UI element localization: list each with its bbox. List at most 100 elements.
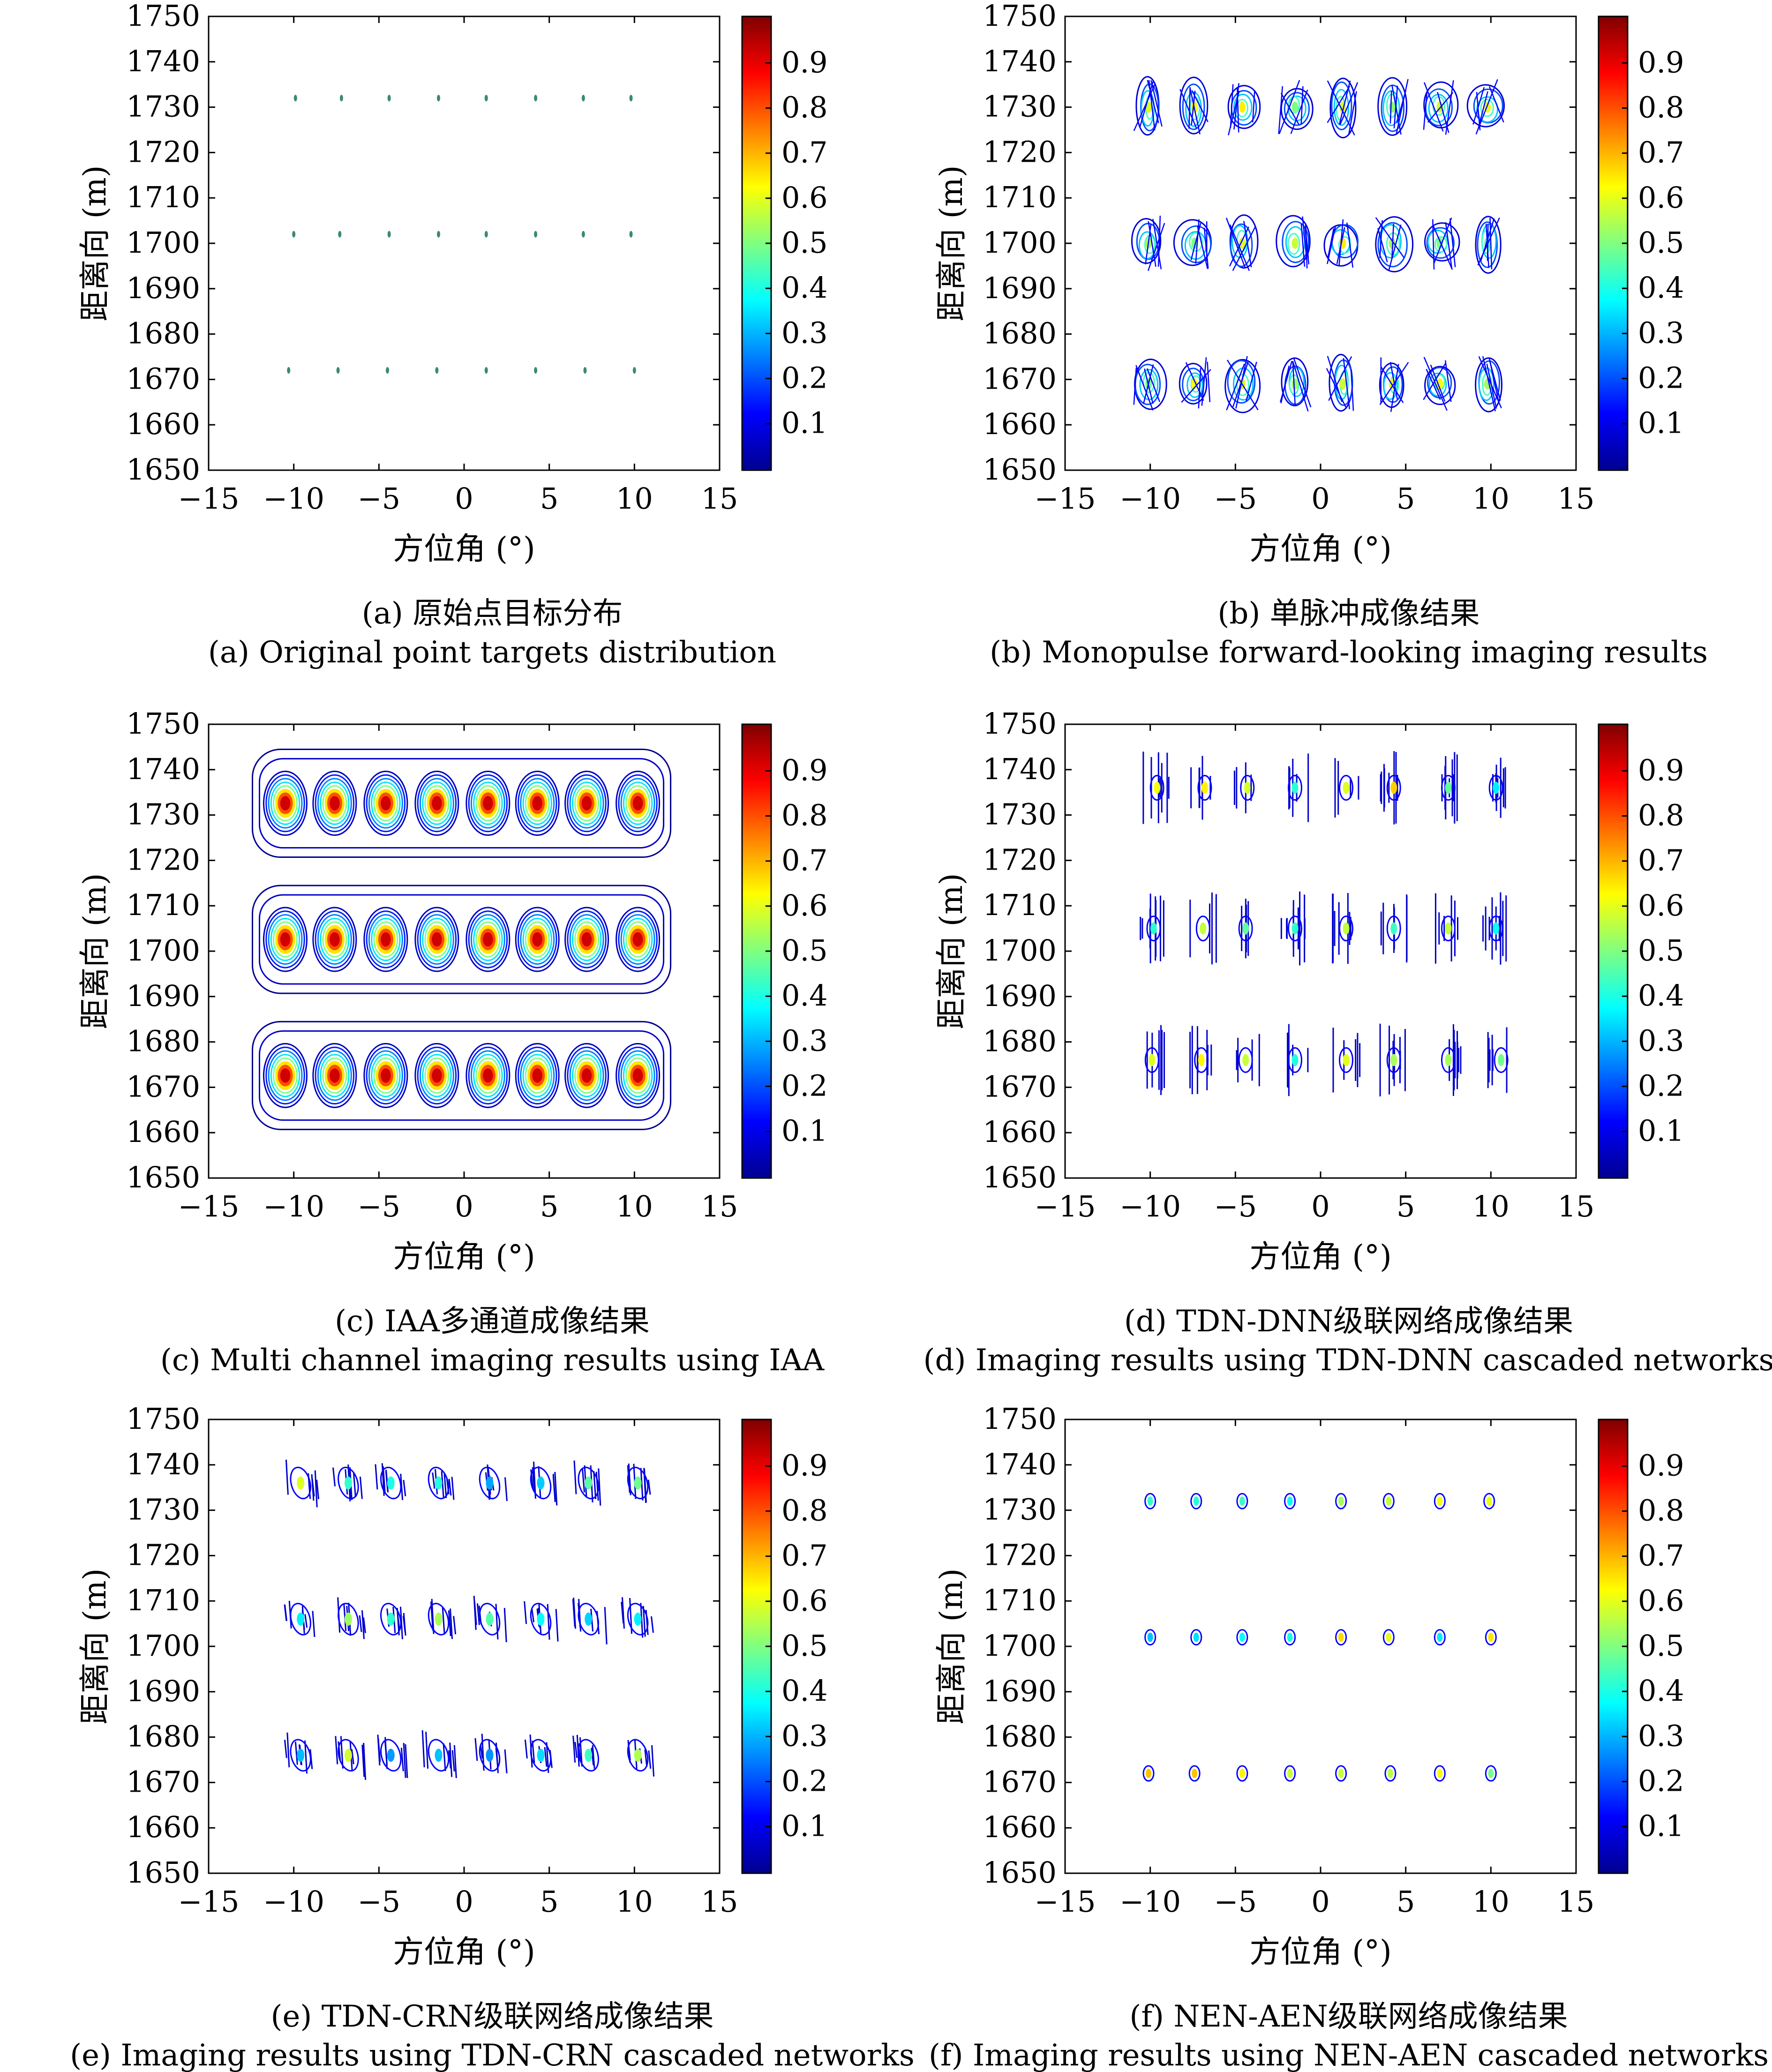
target-blob bbox=[474, 1734, 508, 1773]
contour-ring bbox=[312, 1043, 357, 1108]
colorbar-tick-label: 0.1 bbox=[781, 406, 828, 440]
colorbar-tick-label: 0.1 bbox=[781, 1809, 828, 1843]
contour-ring bbox=[338, 1466, 359, 1500]
peak bbox=[1291, 922, 1299, 935]
contour-ring bbox=[312, 771, 357, 836]
x-tick-label: 10 bbox=[616, 1189, 653, 1224]
contour-line bbox=[1207, 361, 1211, 402]
contour-ring bbox=[1335, 1765, 1347, 1782]
target-blob bbox=[284, 1600, 315, 1637]
contour-ring bbox=[571, 1054, 602, 1097]
target-blob bbox=[428, 1599, 457, 1639]
contour-line bbox=[1393, 85, 1398, 128]
y-tick-label: 1700 bbox=[126, 933, 200, 968]
contour-line bbox=[1133, 83, 1156, 131]
colorbar-tick-label: 0.8 bbox=[781, 1494, 828, 1528]
contour-ring bbox=[280, 1068, 291, 1083]
target-blob bbox=[524, 1734, 553, 1773]
contour-ring bbox=[381, 1068, 391, 1083]
contour-line bbox=[353, 1473, 356, 1498]
target-blob bbox=[572, 1598, 608, 1644]
contour-ring bbox=[1441, 1047, 1456, 1073]
contour-line bbox=[1252, 91, 1255, 123]
x-tick-label: −10 bbox=[263, 1189, 324, 1224]
x-tick-label: 5 bbox=[540, 481, 558, 516]
peak bbox=[1343, 781, 1350, 794]
contour-line bbox=[1233, 83, 1239, 130]
contour-ring bbox=[424, 1057, 450, 1094]
peak bbox=[1287, 1496, 1293, 1506]
peak bbox=[1287, 1632, 1293, 1642]
contour-ring bbox=[368, 1050, 403, 1101]
x-axis-label: 方位角 (°) bbox=[393, 531, 535, 567]
contour-ring bbox=[1197, 775, 1212, 801]
contour-ring bbox=[428, 1603, 450, 1636]
caption-en: (e) Imaging results using TDN-CRN cascad… bbox=[70, 2038, 915, 2072]
contour-line bbox=[1445, 222, 1453, 269]
target-blob bbox=[616, 1043, 661, 1108]
contour-line bbox=[1423, 82, 1444, 132]
contour-ring bbox=[571, 917, 602, 961]
contour-ring bbox=[520, 778, 555, 829]
target-blob bbox=[530, 1461, 558, 1506]
contour-ring bbox=[380, 1603, 402, 1636]
point-target bbox=[336, 367, 340, 374]
contour-line bbox=[1379, 362, 1409, 405]
contour-ring bbox=[1236, 98, 1248, 118]
x-tick-label: 10 bbox=[1472, 1884, 1509, 1919]
contour-ring bbox=[470, 914, 505, 965]
contour-ring bbox=[263, 907, 308, 972]
peak bbox=[634, 1476, 642, 1490]
plot-area bbox=[1064, 1419, 1577, 1874]
contour-line bbox=[405, 1744, 408, 1778]
plot-area bbox=[208, 1419, 721, 1874]
target-blob bbox=[1236, 1493, 1248, 1509]
contour-ring bbox=[620, 1050, 655, 1101]
contour-line bbox=[402, 1615, 406, 1633]
point-target bbox=[534, 231, 538, 238]
contour-ring bbox=[417, 774, 457, 833]
y-tick-label: 1650 bbox=[983, 452, 1057, 487]
target-blob bbox=[1188, 1765, 1201, 1782]
target-blob bbox=[1233, 762, 1255, 813]
contour-ring bbox=[1485, 1629, 1497, 1646]
contour-ring bbox=[330, 796, 340, 811]
peak bbox=[1493, 922, 1500, 935]
target-blob bbox=[466, 1043, 511, 1108]
contour-line bbox=[361, 1610, 365, 1639]
contour-line bbox=[1150, 80, 1163, 127]
target-blob bbox=[377, 1734, 408, 1778]
y-tick-label: 1730 bbox=[126, 1493, 200, 1527]
contour-ring bbox=[1227, 85, 1261, 129]
contour-ring bbox=[1190, 1493, 1202, 1509]
colorbar-tick-label: 0.2 bbox=[781, 1068, 828, 1103]
y-tick-label: 1740 bbox=[126, 44, 200, 78]
y-tick-label: 1690 bbox=[126, 979, 200, 1013]
colorbar-tick-label: 0.4 bbox=[781, 270, 828, 305]
contour-line bbox=[294, 1742, 298, 1765]
contour-line bbox=[1198, 368, 1201, 409]
contour-line bbox=[451, 1750, 455, 1772]
contour-line bbox=[1423, 363, 1446, 400]
peak bbox=[486, 1749, 494, 1762]
contour-ring bbox=[468, 774, 508, 833]
contour-ring bbox=[1335, 1493, 1347, 1509]
contour-ring bbox=[1238, 1047, 1253, 1073]
x-tick-label: 15 bbox=[1558, 1884, 1595, 1919]
target-blob bbox=[1284, 1765, 1296, 1782]
y-tick-label: 1690 bbox=[983, 979, 1057, 1013]
peak bbox=[1437, 1769, 1443, 1779]
contour-line bbox=[1377, 228, 1388, 263]
peak bbox=[1436, 378, 1443, 390]
y-tick-label: 1710 bbox=[983, 888, 1057, 922]
contour-line bbox=[642, 1606, 646, 1637]
contour-ring bbox=[270, 1054, 300, 1097]
colorbar-tick-label: 0.4 bbox=[1638, 1674, 1684, 1708]
colorbar-tick-label: 0.3 bbox=[1638, 1023, 1684, 1058]
contour-ring bbox=[1333, 89, 1349, 126]
contour-ring bbox=[1434, 236, 1448, 253]
target-blob bbox=[428, 1466, 455, 1500]
colorbar-tick-label: 0.8 bbox=[1638, 798, 1684, 833]
peak bbox=[435, 1476, 443, 1490]
target-blob bbox=[1377, 77, 1409, 136]
